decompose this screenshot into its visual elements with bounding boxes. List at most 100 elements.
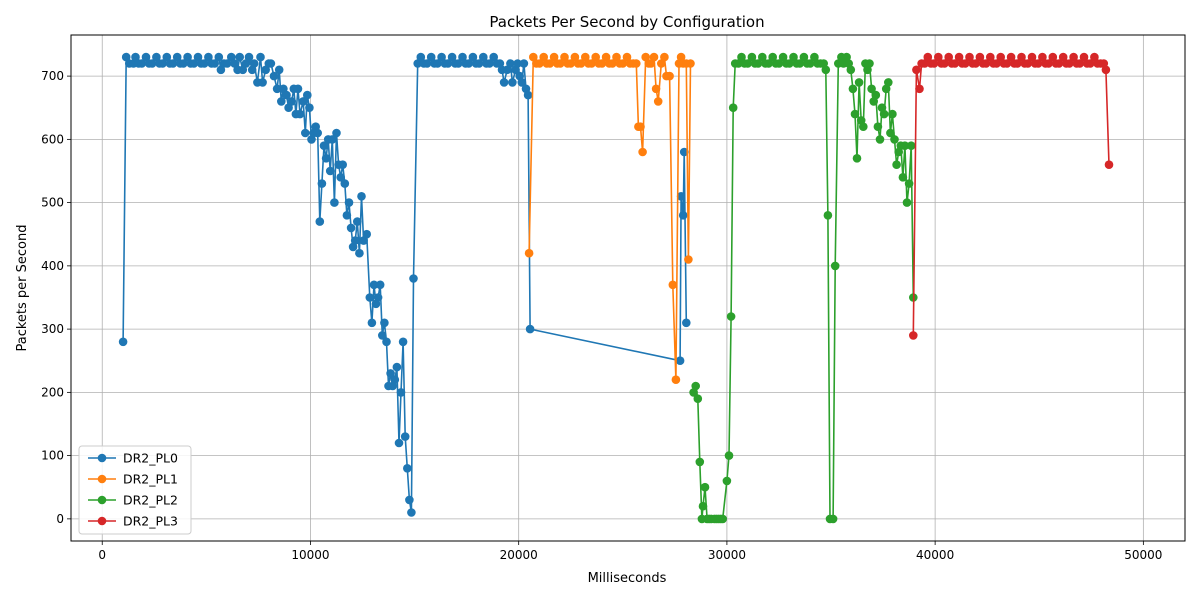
data-point <box>359 236 368 245</box>
data-point <box>325 166 335 176</box>
data-point <box>298 97 308 106</box>
legend-swatch-marker <box>97 474 107 484</box>
data-point <box>443 59 453 68</box>
data-point <box>852 154 862 163</box>
data-point <box>587 59 596 68</box>
data-point <box>950 59 960 68</box>
data-point <box>485 59 494 68</box>
data-point <box>315 217 325 226</box>
data-point <box>375 280 385 290</box>
data-point <box>338 160 348 169</box>
data-point <box>618 59 628 68</box>
data-point <box>295 109 305 119</box>
data-point <box>407 508 416 517</box>
data-point <box>660 52 669 62</box>
data-point <box>961 59 970 68</box>
data-point <box>778 52 788 62</box>
data-point <box>556 59 565 68</box>
data-point <box>328 135 337 144</box>
data-point <box>641 52 650 62</box>
data-point <box>365 293 375 302</box>
data-point <box>734 59 743 68</box>
data-point <box>524 248 534 258</box>
data-point <box>906 141 916 150</box>
data-point <box>269 71 279 81</box>
data-point <box>892 160 901 169</box>
data-point <box>313 128 323 138</box>
data-point <box>909 331 918 340</box>
y-tick-label: 100 <box>41 449 64 463</box>
data-point <box>700 482 710 492</box>
data-point <box>1075 59 1085 68</box>
data-point <box>342 211 352 220</box>
data-point <box>636 122 645 131</box>
series-dr2-pl2 <box>689 52 918 524</box>
data-point <box>256 52 265 62</box>
data-point <box>1013 59 1022 68</box>
data-point <box>317 179 327 188</box>
data-point <box>519 59 529 68</box>
y-tick-label: 400 <box>41 259 64 273</box>
data-point <box>258 78 267 87</box>
data-point <box>789 52 798 62</box>
data-point <box>608 59 617 68</box>
data-point <box>560 52 569 62</box>
data-point <box>898 173 908 182</box>
data-point <box>848 84 858 94</box>
data-point <box>172 52 182 62</box>
data-point <box>986 52 995 62</box>
legend-swatch-marker <box>97 516 107 526</box>
data-point <box>795 59 805 68</box>
data-point <box>686 59 695 68</box>
data-point <box>549 52 559 62</box>
data-point <box>158 59 167 68</box>
data-point <box>570 52 580 62</box>
data-point <box>929 59 939 68</box>
data-point <box>517 78 527 87</box>
data-point <box>386 369 395 378</box>
data-point <box>398 337 408 347</box>
data-point <box>168 59 178 68</box>
data-point <box>758 52 767 62</box>
data-point <box>1079 52 1089 62</box>
data-point <box>433 59 442 68</box>
data-point <box>162 52 172 62</box>
data-point <box>479 52 488 62</box>
x-tick-label: 40000 <box>916 548 954 562</box>
data-point <box>529 52 538 62</box>
data-point <box>1069 52 1078 62</box>
x-tick-label: 0 <box>98 548 106 562</box>
data-point <box>416 52 426 62</box>
data-point <box>394 438 404 448</box>
data-point <box>396 388 406 397</box>
data-point <box>693 394 703 404</box>
data-point <box>141 52 151 62</box>
data-point <box>350 236 360 245</box>
data-point <box>601 52 611 62</box>
data-point <box>454 59 463 68</box>
data-point <box>867 84 876 94</box>
data-point <box>854 78 864 87</box>
data-point <box>1065 59 1074 68</box>
data-point <box>282 90 291 100</box>
data-point <box>1048 52 1058 62</box>
data-point <box>657 59 666 68</box>
data-point <box>912 65 921 75</box>
data-point <box>920 59 929 68</box>
data-point <box>1054 59 1064 68</box>
data-point <box>344 198 354 207</box>
data-point <box>1002 59 1012 68</box>
legend-label: DR2_PL0 <box>123 451 178 466</box>
data-point <box>904 179 914 188</box>
data-point <box>513 59 522 68</box>
data-point <box>131 52 140 62</box>
data-point <box>728 103 738 112</box>
series-dr2-pl0 <box>118 52 691 517</box>
data-point <box>336 173 346 182</box>
data-point <box>413 59 423 68</box>
data-point <box>523 90 533 100</box>
data-point <box>724 451 734 460</box>
y-tick-label: 500 <box>41 196 64 210</box>
data-point <box>266 59 276 68</box>
